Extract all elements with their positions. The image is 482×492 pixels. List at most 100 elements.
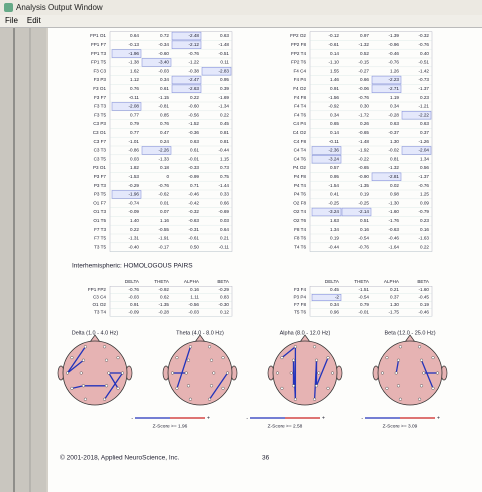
value-cell: -1.56 [329,95,340,100]
pair-label: F7 T5 [94,236,106,241]
pair-label: C4 P4 [293,121,306,126]
value-cell: 0.33 [220,192,229,197]
legend-label: Z-Score >= 3.09 [383,423,418,429]
pair-label: F8 T4 [294,227,306,232]
pair-label: F3 C3 [93,68,106,73]
value-cell: -0.54 [359,236,370,241]
electrode [317,372,320,375]
value-cell: 0.91 [330,86,339,91]
value-cell: -0.99 [189,174,200,179]
value-cell: -1.26 [419,139,430,144]
value-cell: -0.56 [189,112,200,117]
app-icon [4,3,13,12]
column-header: ALPHA [184,279,200,284]
value-cell: -0.65 [359,165,370,170]
value-cell: 0.14 [330,51,339,56]
pair-label: F4 C4 [293,68,306,73]
value-cell: -0.69 [219,209,230,214]
value-cell: -0.92 [329,104,340,109]
electrode [331,372,334,375]
pair-label: FP1 O1 [90,33,106,38]
value-cell: 0.37 [390,295,399,300]
value-cell: -2.36 [329,148,340,153]
column-header: THETA [154,279,170,284]
value-cell: -0.56 [189,302,200,307]
value-cell: 0.23 [420,218,429,223]
electrode [386,356,389,359]
value-cell: -0.92 [159,287,170,292]
value-cell: -0.01 [189,156,200,161]
value-cell: -1.22 [189,60,200,65]
value-cell: 0.11 [220,60,229,65]
value-cell: 0.03 [220,218,229,223]
value-cell: 0.76 [160,121,169,126]
value-cell: -0.73 [419,77,430,82]
electrode [212,372,215,375]
value-cell: 1.26 [390,68,399,73]
pair-label: P3 T5 [94,192,107,197]
value-cell: 0.66 [220,200,229,205]
value-cell: 0.52 [360,51,369,56]
pair-label: FP2 T6 [291,60,306,65]
pair-label: C3 C4 [93,295,106,300]
electrode [381,372,384,375]
value-cell: -1.53 [129,174,140,179]
value-cell: 0.96 [330,310,339,315]
value-cell: -1.32 [389,165,400,170]
page [48,28,482,492]
column-header: BETA [417,279,430,284]
pair-label: P4 O2 [293,165,306,170]
value-cell: 0.81 [220,139,229,144]
value-cell: 0.34 [390,104,399,109]
electrode [327,387,330,390]
value-cell: -0.09 [129,209,140,214]
value-cell: -3.40 [159,60,170,65]
value-cell: 1.46 [330,77,339,82]
electrode [80,372,83,375]
value-cell: 1.55 [330,68,339,73]
value-cell: -0.51 [419,60,430,65]
value-cell: -1.48 [359,139,370,144]
value-cell: 0.19 [330,236,339,241]
value-cell: -0.11 [129,95,140,100]
pair-label: T5 T6 [294,310,306,315]
value-cell: -0.61 [329,42,340,47]
pair-label: O2 T6 [293,218,306,223]
value-cell: -2.71 [389,86,400,91]
value-cell: 1.25 [420,192,429,197]
value-cell: 0.95 [220,77,229,82]
value-cell: 0.75 [220,174,229,179]
value-cell: -1.15 [159,95,170,100]
document-view: Interhemispheric: HOMOLOGOUS PAIRS © 200… [0,28,482,492]
value-cell: -0.29 [219,287,230,292]
menu-file[interactable]: File [5,16,18,25]
window-title: Analysis Output Window [16,3,103,12]
pair-label: F3 P3 [94,77,107,82]
electrode [210,359,213,362]
pair-label: C3 T5 [94,156,107,161]
value-cell: 0.34 [160,77,169,82]
value-cell: -3.24 [329,209,340,214]
value-cell: 0.79 [130,121,139,126]
value-cell: 0.39 [220,86,229,91]
value-cell: -1.33 [159,156,170,161]
value-cell: -0.11 [219,244,230,249]
value-cell: -2.81 [389,174,400,179]
menu-bar: File Edit [0,15,482,28]
value-cell: 0.26 [360,121,369,126]
electrode [185,372,188,375]
value-cell: 0.77 [130,112,139,117]
value-cell: -0.42 [189,200,200,205]
pair-label: FP1 T5 [91,60,106,65]
value-cell: 0.63 [420,121,429,126]
value-cell: 0.97 [360,33,369,38]
menu-edit[interactable]: Edit [27,16,41,25]
pair-label: P3 O1 [93,165,106,170]
value-cell: 0.57 [330,165,339,170]
pair-label: C3 T3 [94,148,107,153]
value-cell: -1.48 [219,42,230,47]
value-cell: -0.06 [359,86,370,91]
electrode [399,345,402,348]
legend-label: Z-Score >= 2.58 [268,423,303,429]
value-cell: -2.04 [419,148,430,153]
